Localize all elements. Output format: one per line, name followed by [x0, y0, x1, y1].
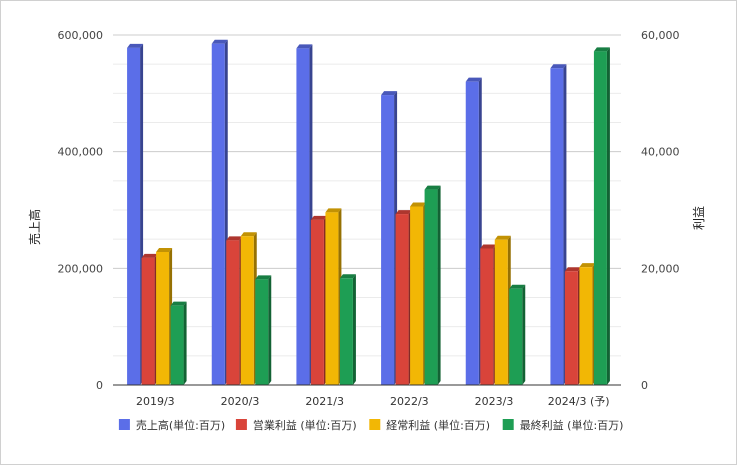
- bar-1-1: [127, 43, 144, 385]
- category-label: 2021/3: [305, 395, 344, 408]
- right-tick-label: 20,000: [641, 262, 680, 275]
- bar-1-6: [550, 64, 567, 385]
- bar-4-3: [339, 274, 356, 385]
- bar-3-2: [240, 232, 257, 385]
- bar-2-6: [564, 267, 581, 385]
- bar-3-1: [156, 248, 173, 385]
- left-tick-label: 600,000: [58, 29, 104, 42]
- left-axis-label: 売上高: [27, 209, 42, 245]
- bar-1-3: [296, 44, 313, 386]
- legend-item: 売上高(単位:百万): [118, 418, 225, 432]
- legend-label: 売上高(単位:百万): [136, 418, 225, 432]
- left-axis-ticks: 0 200,000 400,000 600,000: [58, 29, 104, 392]
- left-tick-label: 200,000: [58, 262, 104, 275]
- category-labels: 2019/3 2020/3 2021/3 2022/3 2023/3 2024/3 (予): [136, 395, 610, 408]
- bar-3-6: [579, 263, 596, 385]
- bar-2-1: [141, 253, 158, 385]
- legend-item: 経常利益 (単位:百万): [369, 418, 490, 432]
- gridlines: [113, 34, 621, 386]
- left-tick-label: 400,000: [58, 146, 104, 159]
- bar-4-1: [170, 301, 187, 385]
- category-label: 2019/3: [136, 395, 175, 408]
- bar-2-4: [395, 210, 412, 385]
- legend-swatch: [369, 419, 381, 430]
- bar-2-5: [480, 244, 497, 385]
- bar-3-4: [410, 202, 427, 385]
- legend-item: 最終利益 (単位:百万): [502, 418, 624, 432]
- bar-2-2: [226, 236, 243, 385]
- legend-swatch: [235, 419, 247, 430]
- category-label: 2022/3: [390, 395, 429, 408]
- bar-3-5: [494, 235, 511, 385]
- legend-swatch: [502, 419, 514, 430]
- right-axis-ticks: 0 20,000 40,000 60,000: [641, 29, 680, 392]
- bar-2-3: [310, 215, 327, 385]
- category-label: 2023/3: [475, 395, 514, 408]
- legend-label: 最終利益 (単位:百万): [520, 418, 624, 432]
- bar-4-4: [424, 185, 441, 385]
- category-label: 2024/3 (予): [548, 395, 610, 408]
- legend: 売上高(単位:百万) 営業利益 (単位:百万) 経常利益 (単位:百万) 最終利益 (…: [118, 418, 624, 432]
- bar-4-6: [593, 47, 610, 385]
- left-tick-label: 0: [96, 379, 103, 392]
- right-tick-label: 40,000: [641, 146, 680, 159]
- right-axis-label: 利益: [692, 206, 706, 230]
- right-tick-label: 60,000: [641, 29, 680, 42]
- right-tick-label: 0: [641, 379, 648, 392]
- bar-4-2: [255, 275, 272, 385]
- category-label: 2020/3: [221, 395, 260, 408]
- bar-1-2: [211, 39, 228, 385]
- legend-item: 営業利益 (単位:百万): [235, 418, 357, 432]
- bar-1-5: [465, 77, 482, 386]
- legend-swatch: [118, 419, 130, 430]
- bars: [127, 39, 610, 386]
- legend-label: 経常利益 (単位:百万): [386, 418, 490, 432]
- bar-4-5: [509, 284, 526, 385]
- bar-3-3: [325, 208, 342, 385]
- bar-1-4: [381, 91, 398, 385]
- legend-label: 営業利益 (単位:百万): [253, 418, 357, 432]
